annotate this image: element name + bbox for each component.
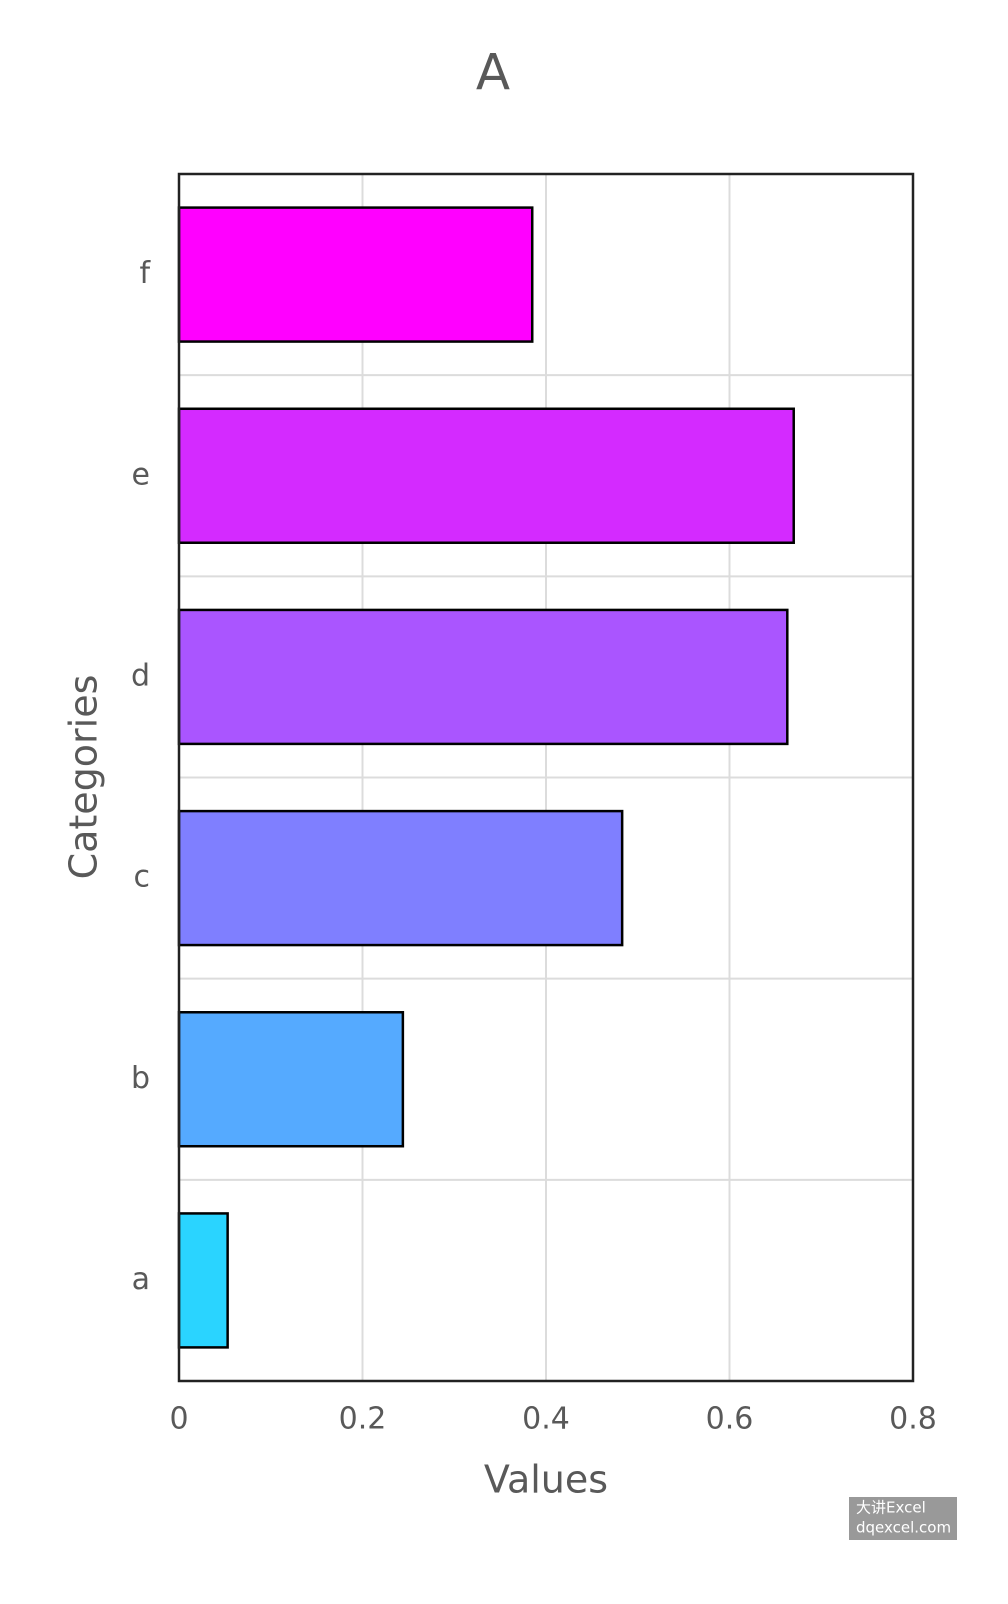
bar [177, 1212, 229, 1349]
y-tick-label: c [134, 860, 151, 895]
x-tick-label: 0.8 [889, 1402, 937, 1437]
plot-area: 0 0.2 0.4 0.6 0.8 a b c d e f [131, 174, 937, 1437]
y-tick-label: f [139, 256, 151, 291]
bar [177, 1011, 405, 1148]
watermark-text: 大讲Excel [856, 1499, 926, 1517]
chart-title: A [476, 44, 510, 102]
y-tick-label: b [131, 1061, 150, 1096]
watermark-box [849, 1497, 957, 1540]
x-tick-label: 0.4 [522, 1402, 570, 1437]
bar [177, 407, 795, 544]
plot-frame [177, 172, 915, 1383]
y-axis-label: Categories [62, 675, 106, 880]
bar [177, 608, 789, 746]
y-tick-label: d [131, 658, 150, 693]
x-tick-label: 0.2 [339, 1402, 387, 1437]
y-tick-label: e [132, 457, 150, 492]
x-tick-label: 0 [169, 1402, 188, 1437]
watermark-text: dqexcel.com [856, 1519, 951, 1537]
x-tick-label: 0.6 [706, 1402, 754, 1437]
bar [177, 809, 624, 947]
x-axis-label: Values [484, 1458, 608, 1502]
y-tick-label: a [132, 1262, 150, 1297]
bar [177, 206, 534, 343]
